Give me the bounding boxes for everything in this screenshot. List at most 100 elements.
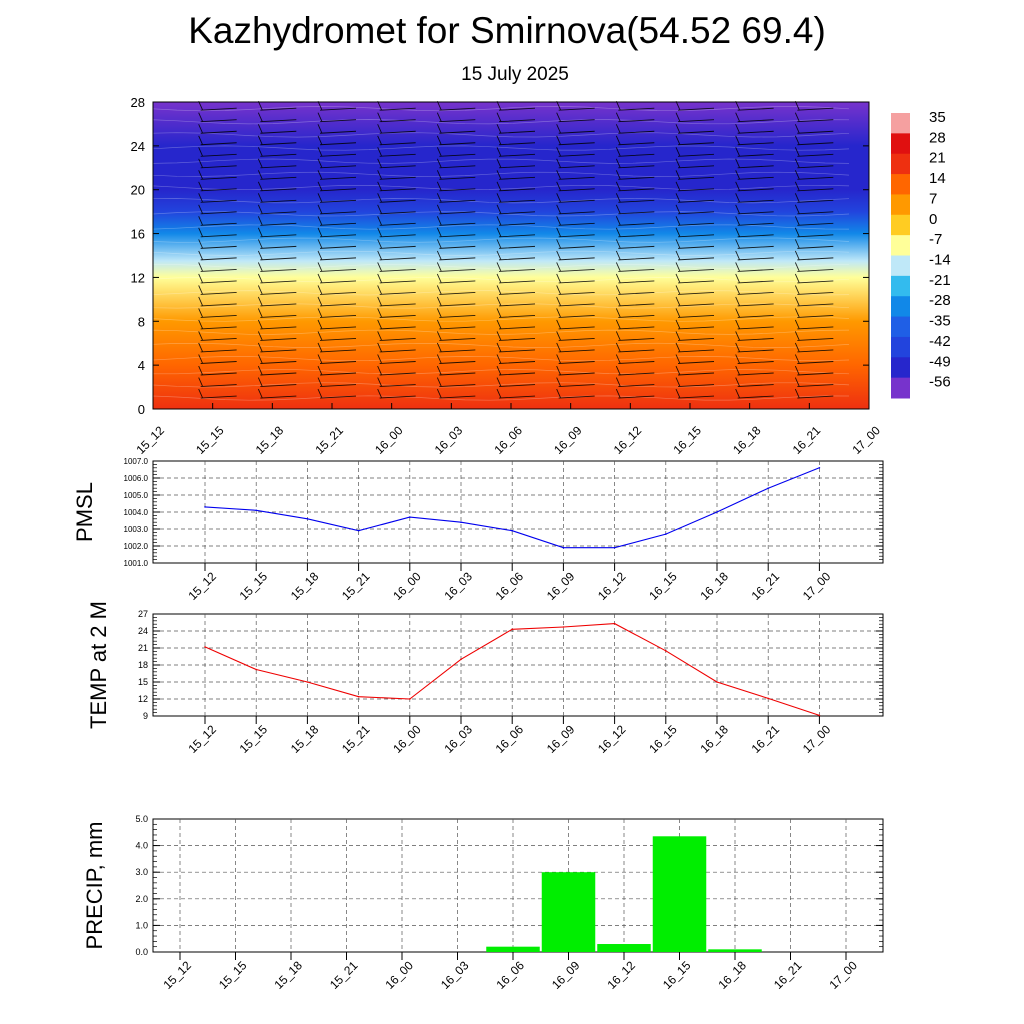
- y-tick-label: 1004.0: [124, 508, 149, 517]
- wind-barb: [436, 273, 476, 284]
- temp-point: [511, 628, 513, 631]
- contour-line: [152, 198, 850, 204]
- temp-point: [613, 622, 616, 625]
- wind-barb: [436, 354, 476, 364]
- wind-barb: [615, 158, 655, 169]
- colorbar: 35 28 21 14 7 0 -7 -14 -21 -28 -35 -42 -49 -56: [891, 109, 951, 399]
- wind-barb: [377, 342, 416, 353]
- wind-barb: [377, 262, 416, 272]
- wind-barb: [556, 342, 595, 353]
- y-tick-label: 20: [131, 183, 145, 198]
- pmsl-point: [767, 487, 769, 490]
- wind-barb: [675, 354, 715, 364]
- wind-barb: [317, 216, 357, 226]
- wind-barb: [556, 112, 595, 123]
- x-tick-label: 16_12: [595, 569, 629, 603]
- wind-barb: [198, 285, 237, 295]
- wind-barb: [556, 354, 595, 364]
- pmsl-point: [562, 546, 565, 549]
- pmsl-point: [306, 518, 309, 520]
- wind-barb: [794, 331, 834, 341]
- x-tick-label: 15_15: [237, 569, 271, 603]
- wind-barb: [377, 101, 416, 111]
- contour-line: [152, 224, 850, 230]
- wind-barb: [675, 239, 715, 249]
- wind-barb: [317, 112, 357, 123]
- colorbar-swatch: [891, 316, 910, 338]
- temp-point: [767, 697, 769, 700]
- wind-barb: [496, 365, 536, 376]
- wind-barb: [257, 101, 297, 111]
- wind-barb: [257, 285, 297, 295]
- x-tick-label: 15_18: [271, 958, 305, 992]
- wind-barb: [794, 112, 834, 123]
- colorbar-swatch: [891, 377, 910, 399]
- temp-point: [357, 695, 360, 698]
- wind-barb: [735, 112, 774, 123]
- wind-barb: [377, 296, 416, 307]
- y-tick-label: 5.0: [135, 814, 148, 824]
- wind-barb: [496, 308, 536, 318]
- page-title: Kazhydromet for Smirnova(54.52 69.4): [188, 10, 826, 51]
- wind-barb: [675, 319, 715, 330]
- wind-barb: [257, 262, 297, 272]
- x-tick-label: 16_06: [493, 958, 527, 992]
- precip-panel: 0.0 1.0 2.0 3.0 4.0 5.0 15_12 15_15 15_18 15_21 16…: [82, 814, 884, 992]
- wind-barb: [556, 124, 595, 134]
- colorbar-swatch: [891, 357, 910, 379]
- x-tick-label: 15_21: [327, 958, 361, 992]
- y-tick-label: 4: [138, 358, 145, 373]
- wind-barb: [735, 250, 774, 261]
- temp-point: [409, 698, 411, 700]
- wind-barb: [794, 262, 834, 272]
- wind-barb: [556, 227, 595, 238]
- x-tick-label: 16_15: [646, 569, 680, 603]
- colorbar-label: 28: [929, 129, 946, 146]
- wind-barb: [377, 158, 416, 169]
- wind-barb: [317, 388, 357, 399]
- colorbar-swatch: [891, 336, 910, 358]
- wind-barb: [615, 308, 655, 318]
- wind-barb: [257, 227, 297, 238]
- wind-barb: [735, 239, 774, 249]
- wind-barb: [377, 273, 416, 284]
- wind-barb: [556, 308, 595, 318]
- y-tick-label: 3.0: [135, 867, 148, 877]
- wind-barb: [794, 388, 834, 399]
- wind-barb: [735, 204, 774, 215]
- wind-barb: [556, 158, 595, 169]
- wind-barb: [377, 308, 416, 318]
- y-tick-label: 18: [138, 660, 148, 670]
- wind-barb: [615, 377, 655, 387]
- wind-barb: [556, 216, 595, 226]
- wind-barb: [615, 331, 655, 341]
- x-tick-label: 16_09: [544, 722, 578, 756]
- wind-barb: [735, 308, 774, 318]
- x-tick-label: 16_09: [551, 423, 585, 457]
- wind-barb: [377, 250, 416, 261]
- wind-barb: [615, 342, 655, 353]
- wind-barb: [436, 227, 476, 238]
- wind-barb: [377, 319, 416, 330]
- contour-line: [152, 119, 850, 125]
- x-tick-label: 16_09: [549, 958, 583, 992]
- y-tick-label: 16: [131, 227, 145, 242]
- wind-barb: [496, 342, 536, 353]
- wind-barb: [615, 319, 655, 330]
- wind-barb: [436, 216, 476, 226]
- wind-barb: [257, 377, 297, 387]
- y-tick-label: 0: [138, 402, 145, 417]
- y-tick-label: 1.0: [135, 920, 148, 930]
- x-tick-label: 16_06: [493, 722, 527, 756]
- colorbar-label: -7: [929, 231, 942, 248]
- wind-barb: [317, 101, 357, 111]
- x-tick-label: 16_12: [604, 958, 638, 992]
- wind-barb: [675, 112, 715, 123]
- x-tick-label: 15_15: [237, 722, 271, 756]
- pmsl-point: [409, 516, 411, 518]
- wind-barb: [198, 204, 237, 215]
- wind-barb: [735, 319, 774, 330]
- precip-bar: [541, 872, 596, 952]
- colorbar-swatch: [891, 153, 910, 175]
- wind-barb: [794, 227, 834, 238]
